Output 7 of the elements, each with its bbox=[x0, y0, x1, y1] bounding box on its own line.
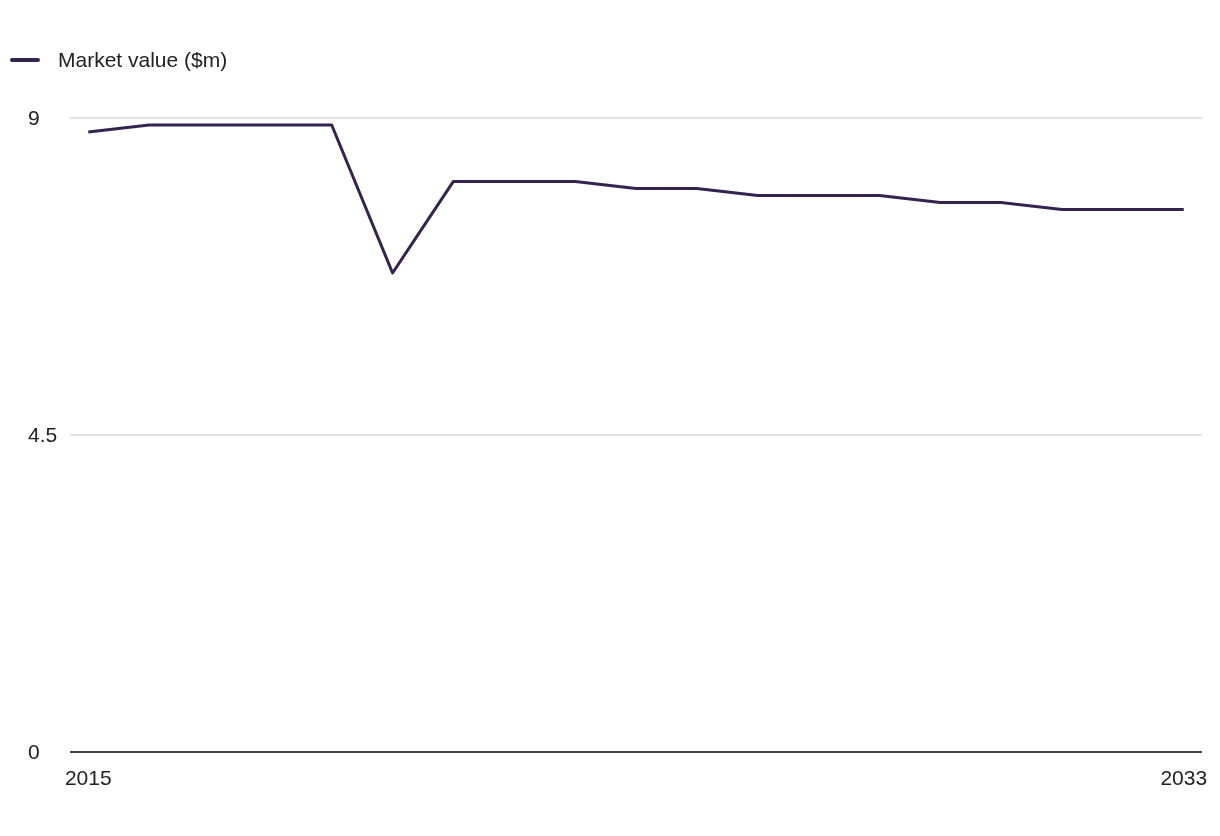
x-tick-label: 2033 bbox=[1160, 765, 1208, 789]
line-series bbox=[86, 123, 1186, 275]
legend-label: Market value ($m) bbox=[58, 48, 228, 72]
x-tick-label: 2015 bbox=[64, 765, 112, 789]
y-tick-label: 4.5 bbox=[28, 423, 58, 447]
y-tick-label: 0 bbox=[28, 740, 40, 764]
y-tick-label: 9 bbox=[28, 106, 40, 130]
